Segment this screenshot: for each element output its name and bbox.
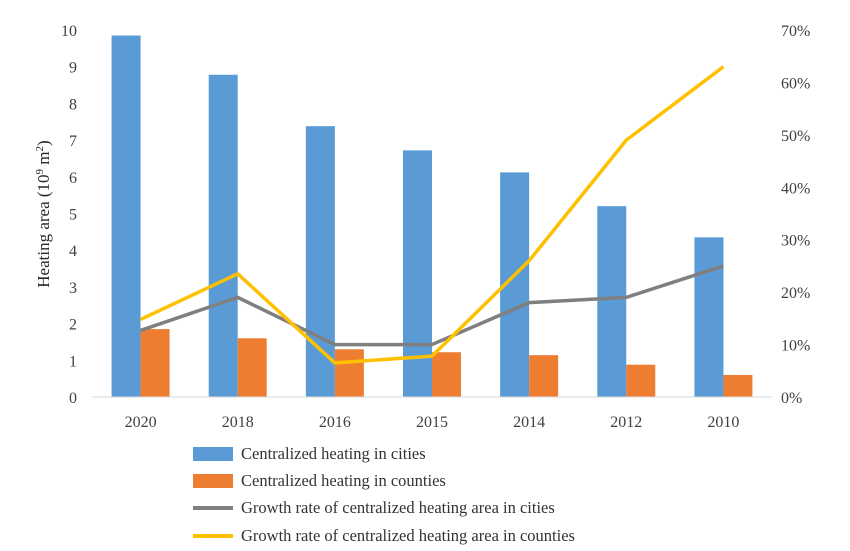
left-tick-label: 7	[69, 133, 77, 150]
legend-item-growth-cities: Growth rate of centralized heating area …	[193, 495, 693, 522]
left-tick-label: 6	[69, 170, 77, 187]
x-tick-label: 2016	[319, 414, 351, 431]
right-tick-label: 40%	[781, 180, 810, 197]
chart: 0 1 2 3 4 5 6 7 8 9 10 0% 10% 20% 30% 40% 50% 60% 70% 202…	[34, 23, 810, 431]
legend-swatch-growth-cities	[193, 506, 233, 511]
left-tick-label: 1	[69, 353, 77, 370]
bar-cities	[403, 150, 432, 397]
right-tick-label: 20%	[781, 285, 810, 302]
left-tick-label: 5	[69, 207, 77, 224]
x-tick-label: 2015	[416, 414, 448, 431]
bar-cities	[694, 237, 724, 397]
x-tick-label: 2020	[125, 414, 157, 431]
bar-counties	[432, 352, 461, 397]
left-tick-label: 9	[69, 60, 77, 77]
x-axis-ticks: 2020 2018 2016 2015 2014 2012 2010	[125, 414, 740, 431]
bar-counties	[237, 338, 267, 397]
bar-counties	[723, 374, 753, 397]
bar-counties	[529, 355, 559, 397]
bar-cities	[597, 206, 627, 397]
x-tick-label: 2010	[707, 414, 739, 431]
legend-swatch-growth-counties	[193, 533, 233, 538]
legend-swatch-cities	[193, 446, 233, 461]
left-tick-label: 3	[69, 280, 77, 297]
legend-item-counties: Centralized heating in counties	[193, 467, 693, 494]
legend-label-cities: Centralized heating in cities	[241, 443, 426, 463]
legend-item-cities: Centralized heating in cities	[193, 440, 693, 467]
right-axis-ticks: 0% 10% 20% 30% 40% 50% 60% 70%	[781, 23, 810, 407]
bar-cities	[208, 74, 238, 398]
legend-label-growth-cities: Growth rate of centralized heating area …	[241, 498, 555, 518]
bar-counties	[334, 349, 364, 397]
line-growth-counties	[139, 65, 725, 365]
bar-counties	[626, 364, 656, 397]
x-tick-label: 2018	[222, 414, 254, 431]
lines-layer	[139, 65, 725, 365]
x-tick-label: 2014	[513, 414, 545, 431]
left-tick-label: 4	[69, 243, 77, 260]
x-tick-label: 2012	[610, 414, 642, 431]
right-tick-label: 50%	[781, 128, 810, 145]
line-growth-cities	[140, 264, 724, 347]
legend-item-growth-counties: Growth rate of centralized heating area …	[193, 522, 693, 549]
right-tick-label: 0%	[781, 390, 802, 407]
bar-cities	[305, 126, 335, 398]
left-tick-label: 0	[69, 390, 77, 407]
y-axis-label: Heating area (109 m2)	[34, 140, 53, 287]
left-axis-ticks: 0 1 2 3 4 5 6 7 8 9 10	[61, 23, 77, 407]
right-tick-label: 70%	[781, 23, 810, 40]
legend-label-counties: Centralized heating in counties	[241, 470, 446, 490]
left-tick-label: 8	[69, 96, 77, 113]
right-tick-label: 30%	[781, 233, 810, 250]
legend-swatch-counties	[193, 473, 233, 488]
legend-label-growth-counties: Growth rate of centralized heating area …	[241, 525, 575, 545]
left-tick-label: 10	[61, 23, 77, 40]
bar-cities	[111, 35, 141, 397]
right-tick-label: 60%	[781, 75, 810, 92]
left-tick-label: 2	[69, 317, 77, 334]
legend: Centralized heating in cities Centralize…	[193, 440, 693, 549]
right-tick-label: 10%	[781, 338, 810, 355]
bar-counties	[140, 329, 170, 397]
